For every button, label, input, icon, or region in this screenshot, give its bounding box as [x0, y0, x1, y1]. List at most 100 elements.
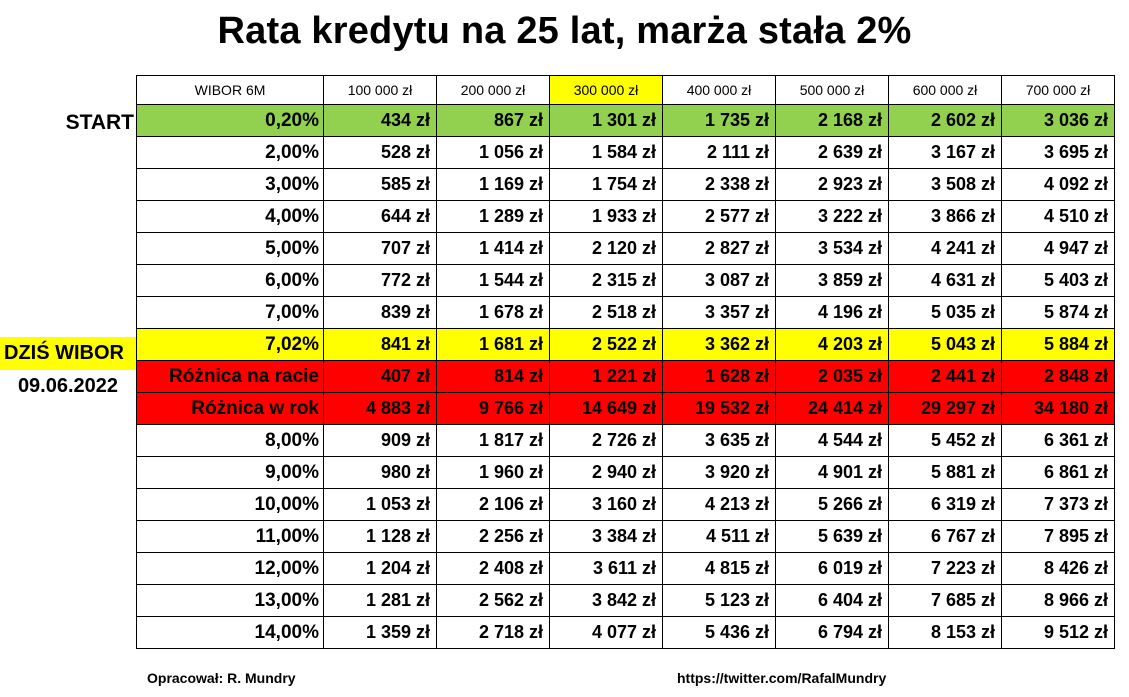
payment-cell: 2 035 zł	[775, 360, 889, 393]
row-label: Różnica na racie	[136, 360, 324, 393]
payment-cell: 5 035 zł	[888, 296, 1002, 329]
payment-cell: 980 zł	[323, 456, 437, 489]
payment-cell: 1 960 zł	[436, 456, 550, 489]
header-wibor: WIBOR 6M	[136, 75, 324, 105]
payment-cell: 2 602 zł	[888, 104, 1002, 137]
table-row: 3,00% 585 zł 1 169 zł 1 754 zł 2 338 zł 2 923…	[136, 168, 1115, 201]
payment-cell: 4 631 zł	[888, 264, 1002, 297]
payment-cell: 841 zł	[323, 328, 437, 361]
payment-cell: 2 111 zł	[662, 136, 776, 169]
table-row: 0,20% 434 zł 867 zł 1 301 zł 1 735 zł 2 168 z…	[136, 104, 1115, 137]
payment-cell: 3 842 zł	[549, 584, 663, 617]
payment-cell: 1 817 zł	[436, 424, 550, 457]
header-amount: 600 000 zł	[888, 75, 1002, 105]
payment-cell: 1 681 zł	[436, 328, 550, 361]
payment-cell: 1 301 zł	[549, 104, 663, 137]
payment-cell: 2 923 zł	[775, 168, 889, 201]
payment-cell: 2 726 zł	[549, 424, 663, 457]
table-row: 4,00% 644 zł 1 289 zł 1 933 zł 2 577 zł 3 222…	[136, 200, 1115, 233]
payment-cell: 2 522 zł	[549, 328, 663, 361]
payment-cell: 4 241 zł	[888, 232, 1002, 265]
payment-cell: 2 408 zł	[436, 552, 550, 585]
table-row: 9,00% 980 zł 1 960 zł 2 940 zł 3 920 zł 4 901…	[136, 456, 1115, 489]
source-url[interactable]: https://twitter.com/RafalMundry	[677, 670, 887, 686]
row-label: 9,00%	[136, 456, 324, 489]
payment-cell: 29 297 zł	[888, 392, 1002, 425]
payment-cell: 1 678 zł	[436, 296, 550, 329]
payment-cell: 707 zł	[323, 232, 437, 265]
payment-cell: 3 357 zł	[662, 296, 776, 329]
payment-cell: 6 404 zł	[775, 584, 889, 617]
payment-cell: 434 zł	[323, 104, 437, 137]
header-amount: 400 000 zł	[662, 75, 776, 105]
payment-cell: 7 373 zł	[1001, 488, 1115, 521]
payment-cell: 3 167 zł	[888, 136, 1002, 169]
payment-cell: 6 767 zł	[888, 520, 1002, 553]
row-label: 4,00%	[136, 200, 324, 233]
row-label: 11,00%	[136, 520, 324, 553]
payment-cell: 1 281 zł	[323, 584, 437, 617]
payment-cell: 5 881 zł	[888, 456, 1002, 489]
table-row: 13,00% 1 281 zł 2 562 zł 3 842 zł 5 123 zł 6 …	[136, 584, 1115, 617]
payment-cell: 4 883 zł	[323, 392, 437, 425]
payment-cell: 9 512 zł	[1001, 616, 1115, 649]
payment-cell: 1 359 zł	[323, 616, 437, 649]
row-label: Różnica w rok	[136, 392, 324, 425]
payment-cell: 1 414 zł	[436, 232, 550, 265]
rate-table: WIBOR 6M 100 000 zł 200 000 zł 300 000 zł 40…	[136, 75, 1115, 649]
payment-cell: 4 077 zł	[549, 616, 663, 649]
date-label: 09.06.2022	[17, 375, 119, 397]
table-row: Różnica w rok 4 883 zł 9 766 zł 14 649 zł 19…	[136, 392, 1115, 425]
payment-cell: 2 441 zł	[888, 360, 1002, 393]
payment-cell: 585 zł	[323, 168, 437, 201]
row-label: 7,00%	[136, 296, 324, 329]
payment-cell: 3 384 zł	[549, 520, 663, 553]
today-wibor-label: DZIŚ WIBOR	[0, 337, 136, 370]
payment-cell: 2 106 zł	[436, 488, 550, 521]
payment-cell: 5 639 zł	[775, 520, 889, 553]
payment-cell: 528 zł	[323, 136, 437, 169]
payment-cell: 4 203 zł	[775, 328, 889, 361]
payment-cell: 5 884 zł	[1001, 328, 1115, 361]
payment-cell: 8 966 zł	[1001, 584, 1115, 617]
payment-cell: 814 zł	[436, 360, 550, 393]
payment-cell: 1 628 zł	[662, 360, 776, 393]
payment-cell: 4 901 zł	[775, 456, 889, 489]
payment-cell: 1 169 zł	[436, 168, 550, 201]
row-label: 10,00%	[136, 488, 324, 521]
payment-cell: 1 735 zł	[662, 104, 776, 137]
payment-cell: 6 319 zł	[888, 488, 1002, 521]
payment-cell: 6 361 zł	[1001, 424, 1115, 457]
payment-cell: 6 019 zł	[775, 552, 889, 585]
payment-cell: 407 zł	[323, 360, 437, 393]
payment-cell: 3 534 zł	[775, 232, 889, 265]
payment-cell: 1 289 zł	[436, 200, 550, 233]
payment-cell: 1 221 zł	[549, 360, 663, 393]
payment-cell: 3 362 zł	[662, 328, 776, 361]
payment-cell: 3 508 zł	[888, 168, 1002, 201]
payment-cell: 5 043 zł	[888, 328, 1002, 361]
header-amount: 700 000 zł	[1001, 75, 1115, 105]
header-amount: 100 000 zł	[323, 75, 437, 105]
payment-cell: 4 544 zł	[775, 424, 889, 457]
payment-cell: 7 223 zł	[888, 552, 1002, 585]
payment-cell: 867 zł	[436, 104, 550, 137]
payment-cell: 839 zł	[323, 296, 437, 329]
table-row: 14,00% 1 359 zł 2 718 zł 4 077 zł 5 436 zł 6 …	[136, 616, 1115, 649]
payment-cell: 5 874 zł	[1001, 296, 1115, 329]
payment-cell: 3 087 zł	[662, 264, 776, 297]
payment-cell: 2 120 zł	[549, 232, 663, 265]
payment-cell: 2 718 zł	[436, 616, 550, 649]
payment-cell: 2 827 zł	[662, 232, 776, 265]
payment-cell: 644 zł	[323, 200, 437, 233]
payment-cell: 772 zł	[323, 264, 437, 297]
header-row: WIBOR 6M 100 000 zł 200 000 zł 300 000 zł 40…	[136, 75, 1115, 105]
payment-cell: 4 947 zł	[1001, 232, 1115, 265]
payment-cell: 2 256 zł	[436, 520, 550, 553]
payment-cell: 3 160 zł	[549, 488, 663, 521]
payment-cell: 9 766 zł	[436, 392, 550, 425]
header-amount: 500 000 zł	[775, 75, 889, 105]
table-row: 8,00% 909 zł 1 817 zł 2 726 zł 3 635 zł 4 544…	[136, 424, 1115, 457]
payment-cell: 8 153 zł	[888, 616, 1002, 649]
table-row: Różnica na racie 407 zł 814 zł 1 221 zł 1 62…	[136, 360, 1115, 393]
